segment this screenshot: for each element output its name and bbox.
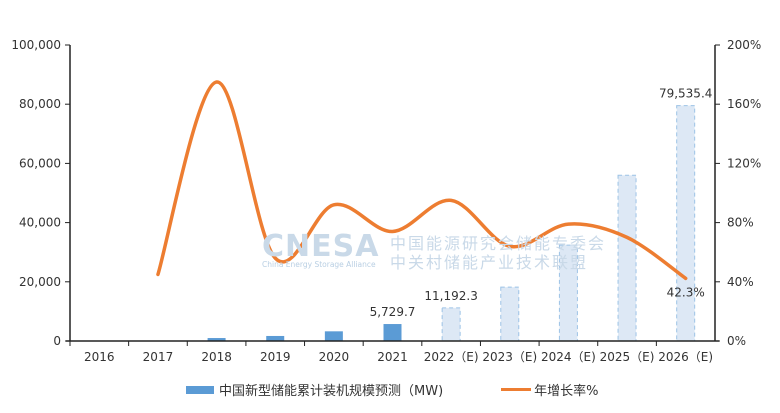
bar-2026（E)[interactable] xyxy=(676,105,696,342)
bar-data-label: 11,192.3 xyxy=(424,289,477,303)
x-tick: 2016 xyxy=(84,350,115,364)
legend-line-label: 年增长率% xyxy=(534,384,599,399)
bar-2022（E)[interactable] xyxy=(441,307,461,342)
x-tick: 2020 xyxy=(319,350,350,364)
bar-2020[interactable] xyxy=(324,331,343,341)
legend-bar-label: 中国新型储能累计装机规模预测（MW) xyxy=(219,384,444,399)
x-tick: 2021 xyxy=(377,350,408,364)
growth-rate-line[interactable] xyxy=(156,80,688,281)
y-left-tick: 100,000 xyxy=(11,38,61,52)
legend-item-line[interactable]: 年增长率% xyxy=(501,380,599,399)
y-left-tick: 20,000 xyxy=(19,275,61,289)
x-tick: 2022（E) xyxy=(424,350,479,364)
y-right-tick: 40% xyxy=(727,275,754,289)
y-right-tick: 200% xyxy=(727,38,761,52)
y-right-tick: 0% xyxy=(727,334,746,348)
y-right-tick: 160% xyxy=(727,97,761,111)
x-tick: 2018 xyxy=(201,350,232,364)
y-left-tick: 80,000 xyxy=(19,97,61,111)
legend: 中国新型储能累计装机规模预测（MW) 年增长率% xyxy=(186,380,657,399)
x-tick: 2023（E) xyxy=(482,350,537,364)
bar-2021[interactable] xyxy=(383,324,402,341)
y-left-tick: 60,000 xyxy=(19,156,61,170)
bar-2018[interactable] xyxy=(207,338,226,341)
legend-item-bar[interactable]: 中国新型储能累计装机规模预测（MW) xyxy=(186,380,443,399)
x-tick: 2026（E) xyxy=(658,350,713,364)
x-tick: 2019 xyxy=(260,350,291,364)
bar-2025（E)[interactable] xyxy=(617,174,637,342)
line-data-label: 42.3% xyxy=(667,285,705,299)
bar-swatch-icon xyxy=(186,385,214,394)
bar-2019[interactable] xyxy=(266,335,285,341)
line-swatch-icon xyxy=(501,388,532,391)
y-right-tick: 80% xyxy=(727,216,754,230)
bar-2024（E)[interactable] xyxy=(558,244,578,342)
x-tick: 2025（E) xyxy=(600,350,655,364)
y-left-tick: 0 xyxy=(53,334,61,348)
bar-data-label: 79,535.4 xyxy=(659,87,712,101)
y-right-tick: 120% xyxy=(727,156,761,170)
bar-data-label: 5,729.7 xyxy=(370,305,416,319)
bar-2023（E)[interactable] xyxy=(500,286,520,342)
y-left-tick: 40,000 xyxy=(19,216,61,230)
x-tick: 2017 xyxy=(143,350,174,364)
x-tick: 2024（E) xyxy=(541,350,596,364)
